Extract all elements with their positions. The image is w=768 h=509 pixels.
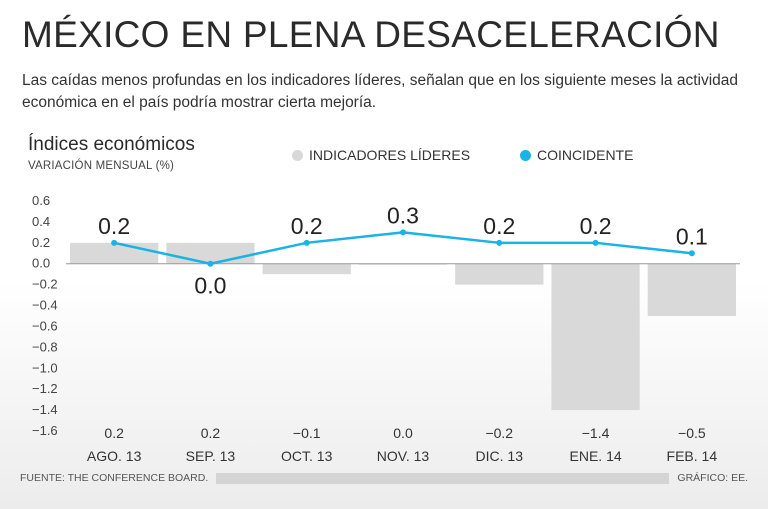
coincident-value-label: 0.3 [387,202,419,228]
legend-leading-swatch [292,149,303,161]
bar-sep-13 [166,242,255,264]
legend-coincident-label: COINCIDENTE [537,147,634,163]
y-tick-label: −0.4 [32,298,58,313]
y-tick-label: −0.2 [32,277,58,292]
page-subtitle: Las caídas menos profundas en los indica… [22,72,739,111]
coincident-value-label: 0.2 [291,213,323,239]
coincident-value-label: 0.2 [580,213,612,239]
x-category-label: OCT. 13 [281,448,333,464]
bar-dic-13 [455,263,544,285]
footer-source: FUENTE: THE CONFERENCE BOARD. [20,472,209,484]
y-tick-label: −0.6 [32,318,58,333]
chart-area: 0.6 0.4 0.2 0.0 −0.2 −0.4 −0.6 −0.8 −1.0 −1.2 −1.4… [32,193,740,464]
coincident-point [207,260,214,267]
y-tick-label: 0.2 [32,235,50,250]
y-tick-label: −1.0 [32,360,58,375]
bar-oct-13 [262,263,351,275]
chart-unit-label: VARIACIÓN MENSUAL (%) [28,160,175,172]
coincident-value-label: 0.0 [194,273,226,299]
footer: FUENTE: THE CONFERENCE BOARD. GRÁFICO: E… [20,470,748,486]
coincident-point [688,250,695,257]
x-category-label: AGO. 13 [87,448,142,464]
y-tick-label: 0.4 [32,214,50,229]
page-title: MÉXICO EN PLENA DESACELERACIÓN [22,14,720,55]
footer-divider [216,472,670,484]
leading-value-label: 0.2 [104,425,124,441]
y-tick-label: −1.6 [32,423,58,438]
y-tick-label: 0.0 [32,256,50,271]
coincident-value-label: 0.2 [483,213,515,239]
coincident-point [592,239,599,246]
bar-feb-14 [647,263,736,316]
x-category-label: FEB. 14 [667,448,718,464]
leading-value-label: 0.2 [201,425,221,441]
coincident-point [400,229,406,236]
bar-ene-14 [551,263,640,411]
legend-coincident: COINCIDENTE [520,147,633,163]
y-tick-label: −1.4 [32,402,58,417]
footer-credit: GRÁFICO: EE. [677,472,748,484]
bar-ago-13 [70,242,159,264]
coincident-value-label: 0.1 [676,223,708,249]
coincident-point [496,239,503,246]
y-tick-label: −1.2 [32,381,58,396]
x-category-label: SEP. 13 [186,448,236,464]
leading-value-label: −0.5 [678,425,706,441]
y-tick-label: 0.6 [32,193,50,208]
legend-leading: INDICADORES LÍDERES [292,147,470,163]
leading-value-label: −0.2 [485,425,513,441]
coincident-value-label: 0.2 [98,213,130,239]
coincident-point [303,239,310,246]
legend-leading-label: INDICADORES LÍDERES [309,147,471,163]
coincident-point [111,239,118,246]
x-category-label: NOV. 13 [377,448,430,464]
x-category-label: ENE. 14 [570,448,622,464]
leading-value-label: 0.0 [393,425,413,441]
x-category-label: DIC. 13 [476,448,524,464]
leading-value-label: −1.4 [582,425,610,441]
y-tick-label: −0.8 [32,339,58,354]
legend-coincident-swatch [520,149,531,161]
chart-title: Índices económicos [28,134,195,155]
leading-value-label: −0.1 [293,425,321,441]
